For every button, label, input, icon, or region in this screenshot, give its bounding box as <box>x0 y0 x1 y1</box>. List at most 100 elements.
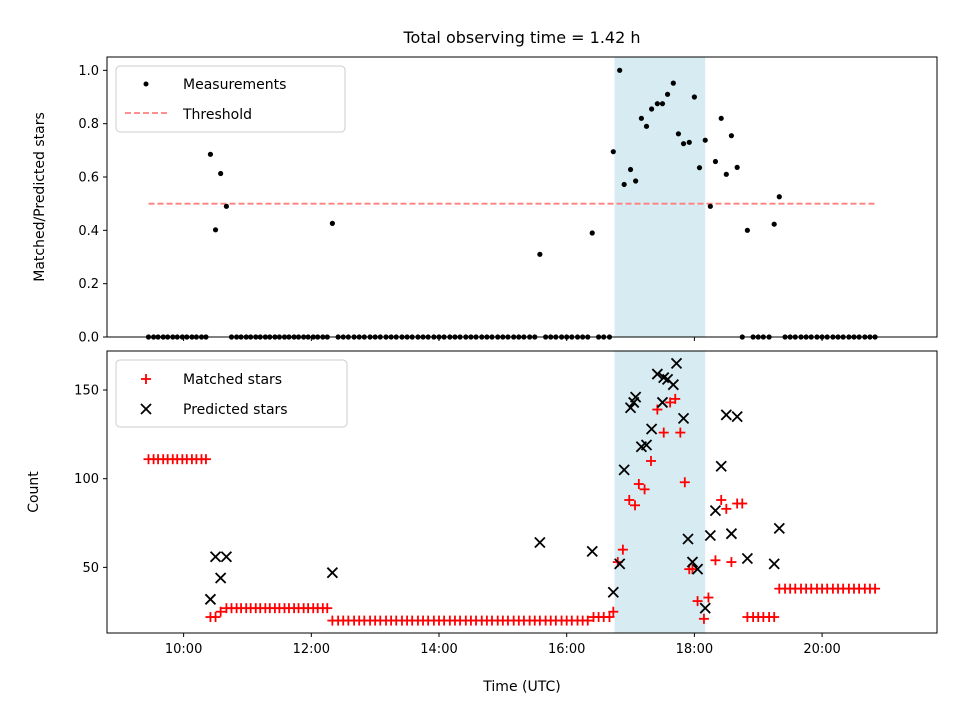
matched-star-point <box>675 427 686 438</box>
cross-b <box>326 567 339 579</box>
cross-b <box>725 528 738 540</box>
legend-plus <box>141 374 151 384</box>
predicted-star-point <box>741 552 754 565</box>
predicted-star-point <box>725 528 738 540</box>
measurement-point <box>723 171 729 177</box>
legend-marker-matched <box>141 374 151 384</box>
measurement-point <box>664 91 671 97</box>
cross-b <box>624 402 637 414</box>
x-tick-label: 16:00 <box>548 642 585 657</box>
measurement-point <box>744 227 750 233</box>
y-tick-label: 150 <box>74 384 99 399</box>
predicted-star-point <box>677 412 690 425</box>
predicted-star-point <box>699 602 711 614</box>
measurement-point <box>212 227 219 233</box>
x-axis-label: Time (UTC) <box>482 679 560 695</box>
cross-b <box>704 529 716 542</box>
matched-star-point <box>630 500 641 511</box>
cross-b <box>720 409 732 421</box>
cross-b <box>677 412 690 425</box>
measurement-point <box>617 67 623 73</box>
measurement-point <box>649 106 655 112</box>
predicted-star-point <box>624 402 637 414</box>
matched-star-point <box>604 612 615 623</box>
matched-star-point <box>687 564 698 575</box>
predicted-star-point <box>630 391 642 403</box>
matched-star-point <box>608 606 619 617</box>
bottom-x-ticks: 10:00 12:00 14:00 16:00 18:00 20:00 <box>165 633 841 657</box>
y-tick-label: 1.0 <box>78 64 99 79</box>
predicted-star-point <box>586 545 598 558</box>
matched-star-point <box>322 603 333 614</box>
cross-b <box>709 504 722 517</box>
cross-b <box>607 586 619 598</box>
measurement-point <box>696 165 703 171</box>
top-panel: 0.0 0.2 0.4 0.6 0.8 1.0 Total observing time … <box>32 28 938 346</box>
matched-star-point <box>215 606 226 617</box>
measurement-point <box>776 194 782 200</box>
cross-b <box>618 464 630 476</box>
matched-star-point <box>582 615 593 626</box>
cross-b <box>586 545 598 558</box>
legend-label-predicted: Predicted stars <box>183 402 288 418</box>
cross-b <box>630 391 642 403</box>
predicted-star-point <box>709 504 722 517</box>
cross-b <box>658 371 670 384</box>
predicted-star-point <box>618 464 630 476</box>
matched-star-point <box>210 612 221 623</box>
cross-b <box>691 563 704 575</box>
cross-b <box>645 423 658 435</box>
matched-star-point <box>670 393 681 404</box>
measurement-point <box>670 80 676 86</box>
predicted-star-point <box>204 593 217 605</box>
measurement-point <box>223 203 229 209</box>
cross-b <box>741 552 754 565</box>
predicted-star-point <box>220 551 233 563</box>
top-observing-window-shade <box>614 57 706 337</box>
matched-star-point <box>726 557 737 568</box>
matched-star-point <box>870 583 881 594</box>
predicted-star-point <box>651 368 663 380</box>
matched-star-point <box>716 494 727 505</box>
bottom-axes-frame <box>106 350 938 634</box>
matched-star-point <box>769 612 780 623</box>
matched-star-point <box>658 427 669 438</box>
y-tick-label: 0.0 <box>78 331 99 346</box>
y-tick-label: 0.2 <box>78 277 99 292</box>
bottom-legend-box <box>115 359 348 428</box>
cross-b <box>534 536 546 549</box>
top-y-axis-label: Matched/Predicted stars <box>32 112 48 282</box>
cross-b <box>699 602 711 614</box>
predicted-star-point <box>326 567 339 579</box>
predicted-star-point <box>614 558 626 570</box>
bottom-legend: Matched stars Predicted stars <box>115 359 348 428</box>
legend-cross <box>140 403 152 415</box>
cross-b <box>661 373 674 386</box>
measurement-point <box>643 123 650 129</box>
x-tick-label: 14:00 <box>420 642 457 657</box>
cross-b <box>768 558 780 570</box>
predicted-star-point <box>720 409 732 421</box>
predicted-star-point <box>645 423 658 435</box>
measurement-point <box>654 101 660 107</box>
measurement-point <box>537 251 543 257</box>
matched-star-point <box>692 596 703 607</box>
legend-label-measurements: Measurements <box>183 77 286 93</box>
matched-star-point <box>200 454 211 465</box>
cross-b <box>209 551 222 563</box>
cross-b <box>656 396 669 409</box>
predicted-star-point <box>667 379 679 391</box>
x-tick-label: 18:00 <box>676 642 713 657</box>
cross-b <box>215 572 227 584</box>
measurement-point <box>707 203 713 209</box>
cross-b <box>220 551 233 563</box>
predicted-star-point <box>656 396 669 409</box>
matched-star-point <box>639 484 650 495</box>
x-tick-label: 20:00 <box>803 642 840 657</box>
legend-label-threshold: Threshold <box>182 107 252 123</box>
predicted-star-point <box>670 357 683 370</box>
cross-b <box>614 558 626 570</box>
predicted-star-point <box>704 529 716 542</box>
matched-star-point <box>737 498 748 509</box>
measurement-point <box>659 101 666 107</box>
